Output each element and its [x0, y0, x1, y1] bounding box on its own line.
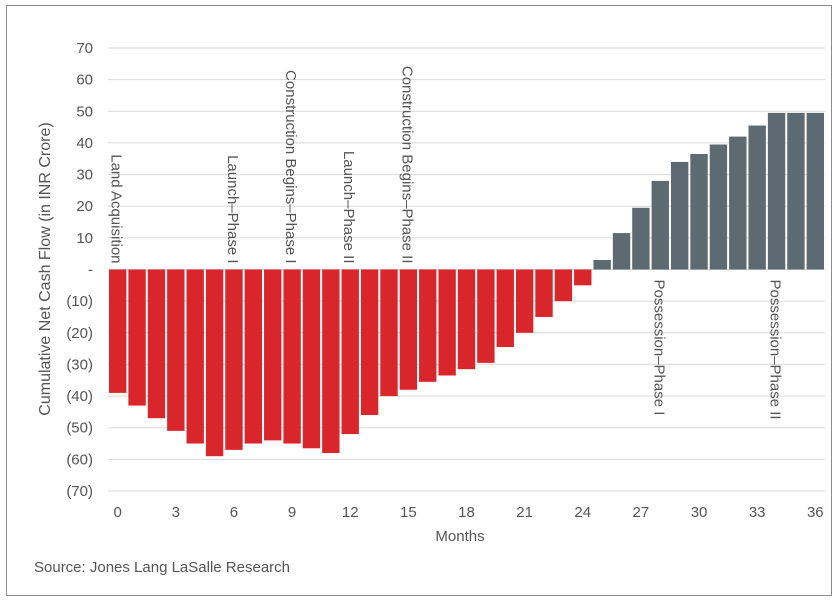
bar: [205, 269, 224, 457]
bar: [496, 269, 514, 348]
x-tick-label: 15: [400, 504, 417, 521]
bar: [748, 125, 766, 270]
x-tick-labels: 0 3 6 9 12 15 18 21 24 27 30 33 36: [114, 504, 824, 521]
bar: [283, 269, 301, 444]
bar: [264, 269, 282, 441]
annotation-label: Possession–Phase I: [650, 280, 667, 416]
y-tick-label: (60): [66, 451, 93, 468]
x-tick-label: 6: [230, 504, 238, 521]
y-tick-label: (20): [66, 325, 93, 342]
bar: [690, 154, 708, 270]
y-tick-label: 70: [76, 40, 93, 57]
bar: [806, 112, 824, 270]
bar: [670, 161, 689, 270]
bar: [302, 269, 321, 449]
bar: [651, 180, 669, 270]
bar: [186, 269, 204, 444]
bar: [612, 233, 631, 270]
bar: [438, 269, 456, 376]
annotation-label: Possession–Phase II: [767, 280, 784, 420]
y-tick-label: (50): [66, 420, 93, 437]
y-tick-label: 50: [76, 103, 93, 120]
bar: [128, 269, 146, 406]
x-tick-label: 33: [749, 504, 766, 521]
bar: [632, 207, 650, 270]
bar: [322, 269, 340, 454]
x-tick-label: 9: [288, 504, 296, 521]
y-tick-label: 40: [76, 135, 93, 152]
bar: [477, 269, 495, 363]
y-tick-label: 10: [76, 230, 93, 247]
annotation-label: Launch–Phase I: [224, 155, 241, 263]
y-tick-label: 60: [76, 72, 93, 89]
annotation-label: Construction Begins–Phase II: [398, 66, 415, 264]
x-tick-label: 3: [172, 504, 180, 521]
x-tick-label: 0: [114, 504, 122, 521]
bar: [574, 269, 592, 286]
y-tick-label: (10): [66, 293, 93, 310]
bar: [709, 144, 728, 270]
annotation-label: Launch–Phase II: [340, 151, 357, 264]
x-tick-label: 36: [807, 504, 824, 521]
y-tick-label: 20: [76, 198, 93, 215]
source-note: Source: Jones Lang LaSalle Research: [34, 559, 290, 576]
bar: [535, 269, 553, 317]
bar: [787, 112, 805, 270]
bar: [380, 269, 398, 397]
bar: [515, 269, 534, 333]
x-tick-label: 30: [691, 504, 708, 521]
y-tick-label: 30: [76, 167, 93, 184]
y-tick-label: (40): [66, 388, 93, 405]
bar: [399, 269, 418, 390]
annotation-label: Construction Begins–Phase I: [282, 70, 299, 263]
bar: [360, 269, 379, 416]
bar: [554, 269, 573, 302]
bar: [167, 269, 185, 431]
x-axis-label: Months: [435, 528, 484, 545]
x-tick-label: 18: [458, 504, 475, 521]
y-tick-label: -: [88, 262, 93, 279]
bar: [225, 269, 243, 450]
bar: [244, 269, 263, 444]
y-tick-labels: 70 60 50 40 30 20 10 - (10) (20) (30) (40) (50) (60) (…: [66, 40, 93, 500]
y-tick-label: (70): [66, 483, 93, 500]
bar: [767, 112, 786, 270]
x-tick-label: 12: [342, 504, 359, 521]
x-tick-label: 24: [574, 504, 591, 521]
bar: [729, 136, 747, 270]
bar: [109, 269, 127, 393]
bar: [457, 269, 476, 370]
bar: [593, 260, 611, 270]
x-tick-label: 21: [516, 504, 533, 521]
y-axis-label: Cumulative Net Cash Flow (in INR Crore): [37, 122, 54, 415]
bar: [341, 269, 359, 435]
x-tick-label: 27: [633, 504, 650, 521]
annotations: Land Acquisition Launch–Phase I Constructi…: [108, 66, 784, 420]
bars: [109, 112, 824, 457]
annotation-label: Land Acquisition: [108, 154, 125, 263]
bar: [147, 269, 166, 419]
bar: [419, 269, 437, 382]
y-tick-label: (30): [66, 356, 93, 373]
